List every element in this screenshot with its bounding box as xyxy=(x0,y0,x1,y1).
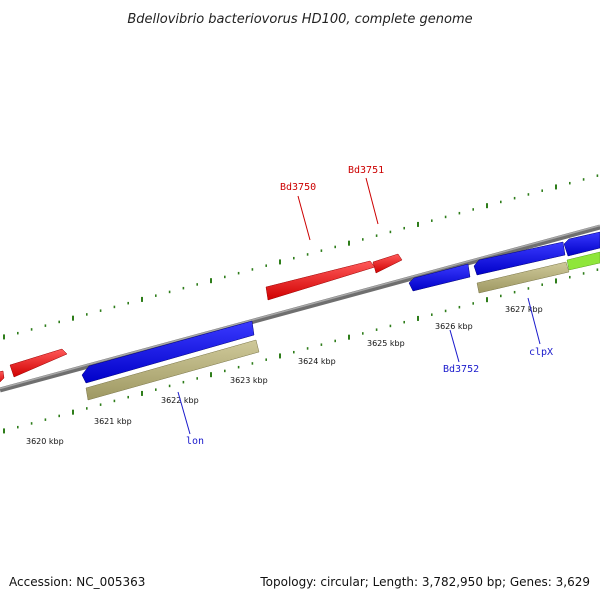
gene-label-clpx[interactable]: clpX xyxy=(529,347,553,358)
callout-line-clpx xyxy=(527,297,541,345)
gene-label-bd3751[interactable]: Bd3751 xyxy=(348,165,384,176)
gene-arrow-edge-right[interactable] xyxy=(563,231,600,257)
gene-arrow-bd3752[interactable] xyxy=(408,263,471,292)
gene-label-lon[interactable]: lon xyxy=(186,436,204,447)
inner-scale-track xyxy=(3,268,599,434)
scale-label-3627: 3627 kbp xyxy=(505,305,543,314)
gene-arrow-bd3751[interactable] xyxy=(372,253,403,274)
gene-label-bd3750[interactable]: Bd3750 xyxy=(280,182,316,193)
scale-label-3625: 3625 kbp xyxy=(367,339,405,348)
gene-callouts: Bd3750 Bd3751 Bd3752 clpX lon xyxy=(177,165,553,447)
scale-label-3621: 3621 kbp xyxy=(94,417,132,426)
scale-label-3626: 3626 kbp xyxy=(435,322,473,331)
genome-backbone-highlight xyxy=(0,224,600,390)
gene-arrow-left[interactable] xyxy=(9,348,68,378)
genome-summary-text: Topology: circular; Length: 3,782,950 bp… xyxy=(259,575,590,589)
scale-label-3620: 3620 kbp xyxy=(26,437,64,446)
gene-arrow-edge-left[interactable] xyxy=(0,370,5,384)
outer-tick-track xyxy=(3,174,599,340)
feature-band-lon[interactable] xyxy=(85,339,260,401)
gene-label-bd3752[interactable]: Bd3752 xyxy=(443,364,479,375)
feature-bands xyxy=(85,251,600,401)
scale-label-3622: 3622 kbp xyxy=(161,396,199,405)
forward-genes xyxy=(0,253,403,384)
gene-arrow-clpx[interactable] xyxy=(473,241,566,276)
callout-line-bd3750 xyxy=(297,195,311,241)
accession-text: Accession: NC_005363 xyxy=(9,575,145,589)
callout-line-bd3752 xyxy=(449,329,460,363)
feature-band-clpx[interactable] xyxy=(476,261,570,294)
reverse-genes xyxy=(81,231,600,384)
gene-arrow-lon[interactable] xyxy=(81,320,255,384)
scale-label-3624: 3624 kbp xyxy=(298,357,336,366)
callout-line-lon xyxy=(177,391,191,435)
map-title: Bdellovibrio bacteriovorus HD100, comple… xyxy=(127,12,472,27)
scale-label-3623: 3623 kbp xyxy=(230,376,268,385)
callout-line-bd3751 xyxy=(365,177,379,225)
scale-labels: 3620 kbp 3621 kbp 3622 kbp 3623 kbp 3624… xyxy=(26,305,543,446)
feature-band-highlight[interactable] xyxy=(566,251,600,271)
